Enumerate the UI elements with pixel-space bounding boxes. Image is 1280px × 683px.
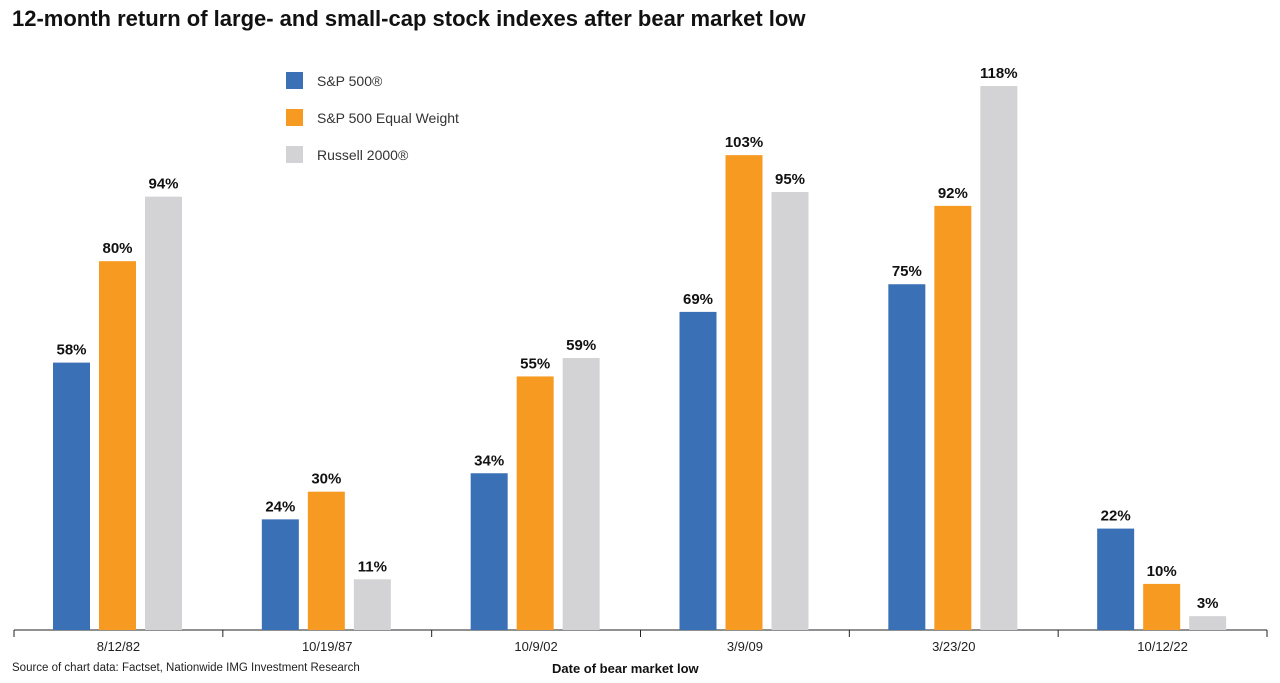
x-tick-label: 10/12/22 (1137, 639, 1188, 654)
data-label: 10% (1147, 563, 1177, 580)
bar (725, 155, 763, 631)
data-label: 22% (1101, 508, 1131, 525)
bar (562, 358, 600, 630)
legend-label: S&P 500® (317, 73, 383, 89)
bar (470, 473, 508, 630)
x-tick-label: 3/9/09 (727, 639, 763, 654)
data-label: 95% (775, 171, 805, 188)
x-tick-label: 8/12/82 (97, 639, 140, 654)
data-label: 55% (520, 355, 550, 372)
data-label: 103% (725, 134, 763, 151)
bar (771, 192, 809, 630)
bar (934, 205, 972, 630)
data-label: 92% (938, 185, 968, 202)
legend-label: S&P 500 Equal Weight (317, 110, 459, 126)
bar (679, 311, 717, 630)
data-label: 58% (56, 342, 86, 359)
bar (261, 519, 299, 630)
bar (99, 261, 136, 630)
data-label: 30% (311, 471, 341, 488)
bar (53, 362, 90, 630)
x-tick-label: 10/19/87 (302, 639, 353, 654)
data-label: 94% (148, 176, 178, 193)
bar (1189, 616, 1227, 630)
bar (1143, 583, 1181, 630)
bar (307, 491, 345, 630)
legend-swatch (286, 109, 303, 126)
bar (145, 196, 182, 630)
data-label: 118% (980, 65, 1018, 82)
chart-title: 12-month return of large- and small-cap … (12, 6, 806, 31)
bar (1097, 528, 1135, 630)
x-tick-label: 3/23/20 (932, 639, 975, 654)
legend-swatch (286, 72, 303, 89)
data-label: 3% (1197, 595, 1219, 612)
x-axis-label: Date of bear market low (552, 661, 699, 676)
data-label: 24% (265, 498, 295, 515)
data-label: 11% (358, 558, 387, 575)
bar (353, 579, 391, 630)
data-label: 34% (474, 452, 504, 469)
legend-swatch (286, 146, 303, 163)
bar (980, 86, 1018, 630)
legend-label: Russell 2000® (317, 147, 409, 163)
source-note: Source of chart data: Factset, Nationwid… (12, 662, 360, 674)
data-label: 59% (566, 337, 596, 354)
data-label: 80% (102, 240, 132, 257)
x-tick-label: 10/9/02 (514, 639, 557, 654)
bar (516, 376, 554, 630)
data-label: 69% (683, 291, 713, 308)
data-label: 75% (892, 263, 922, 280)
bar (888, 284, 926, 630)
